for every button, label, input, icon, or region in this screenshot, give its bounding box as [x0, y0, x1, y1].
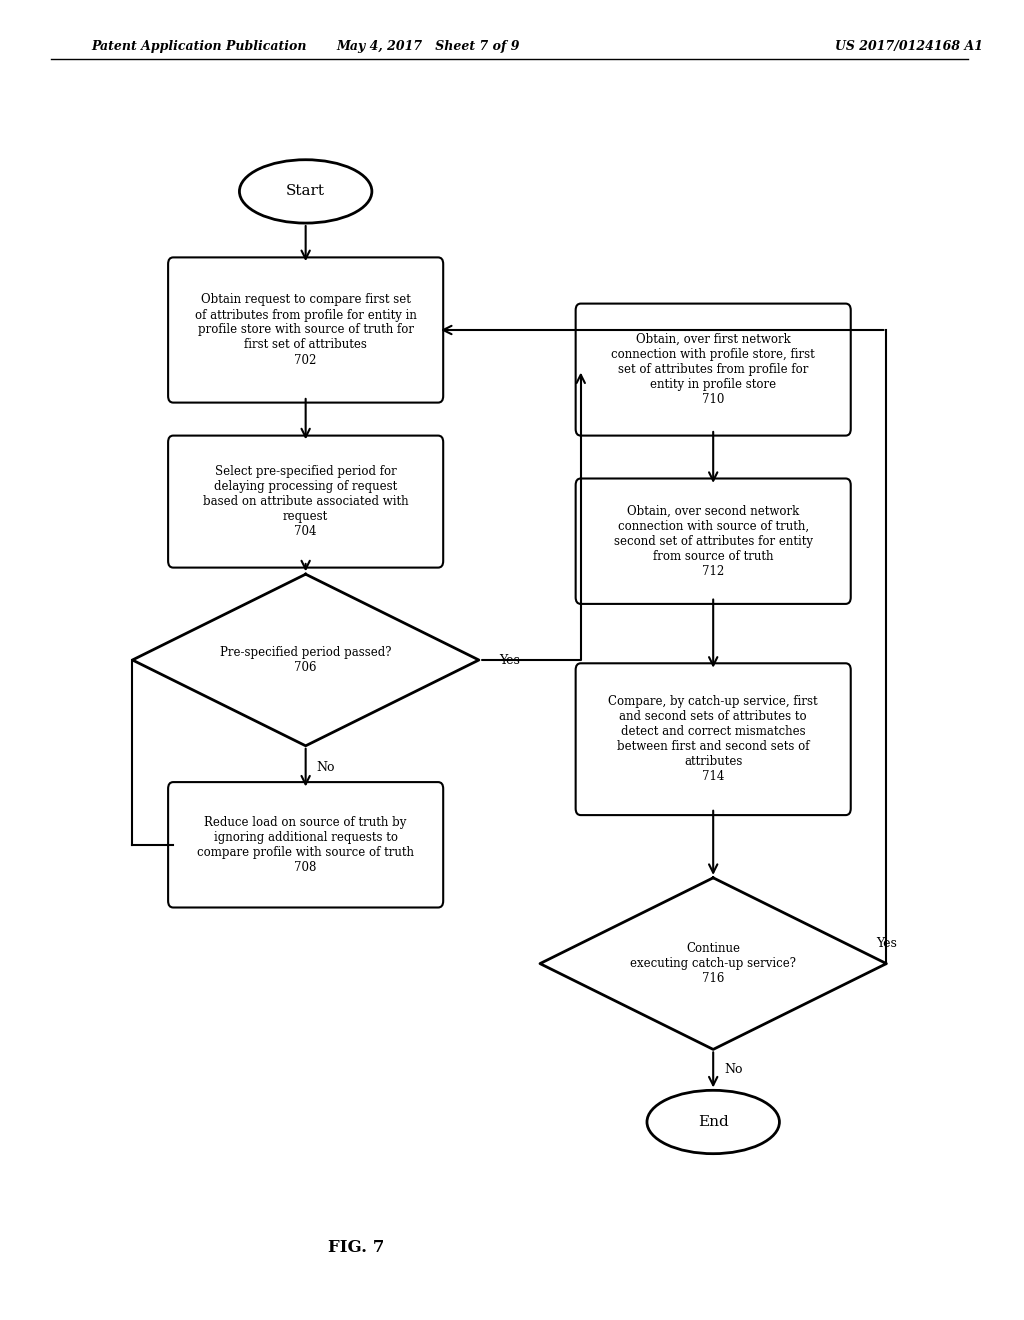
Text: Compare, by catch-up service, first
and second sets of attributes to
detect and : Compare, by catch-up service, first and … — [608, 696, 818, 783]
Text: Continue
executing catch-up service?
716: Continue executing catch-up service? 716 — [630, 942, 797, 985]
Text: Start: Start — [286, 185, 326, 198]
Text: Obtain, over first network
connection with profile store, first
set of attribute: Obtain, over first network connection wi… — [611, 333, 815, 407]
Text: End: End — [697, 1115, 728, 1129]
FancyBboxPatch shape — [168, 781, 443, 908]
FancyBboxPatch shape — [168, 257, 443, 403]
Ellipse shape — [240, 160, 372, 223]
Text: Pre-specified period passed?
706: Pre-specified period passed? 706 — [220, 645, 391, 675]
Text: Obtain request to compare first set
of attributes from profile for entity in
pro: Obtain request to compare first set of a… — [195, 293, 417, 367]
Text: Obtain, over second network
connection with source of truth,
second set of attri: Obtain, over second network connection w… — [613, 504, 813, 578]
Text: May 4, 2017   Sheet 7 of 9: May 4, 2017 Sheet 7 of 9 — [336, 40, 519, 53]
FancyBboxPatch shape — [575, 663, 851, 814]
Text: Yes: Yes — [500, 653, 520, 667]
Text: Reduce load on source of truth by
ignoring additional requests to
compare profil: Reduce load on source of truth by ignori… — [198, 816, 414, 874]
FancyBboxPatch shape — [575, 479, 851, 605]
Text: US 2017/0124168 A1: US 2017/0124168 A1 — [836, 40, 983, 53]
Ellipse shape — [647, 1090, 779, 1154]
Text: Select pre-specified period for
delaying processing of request
based on attribut: Select pre-specified period for delaying… — [203, 465, 409, 539]
Text: FIG. 7: FIG. 7 — [329, 1239, 385, 1255]
FancyBboxPatch shape — [168, 436, 443, 568]
Text: Yes: Yes — [876, 937, 897, 950]
Text: No: No — [316, 762, 335, 774]
FancyBboxPatch shape — [575, 304, 851, 436]
Text: Patent Application Publication: Patent Application Publication — [92, 40, 307, 53]
Text: No: No — [724, 1064, 742, 1076]
